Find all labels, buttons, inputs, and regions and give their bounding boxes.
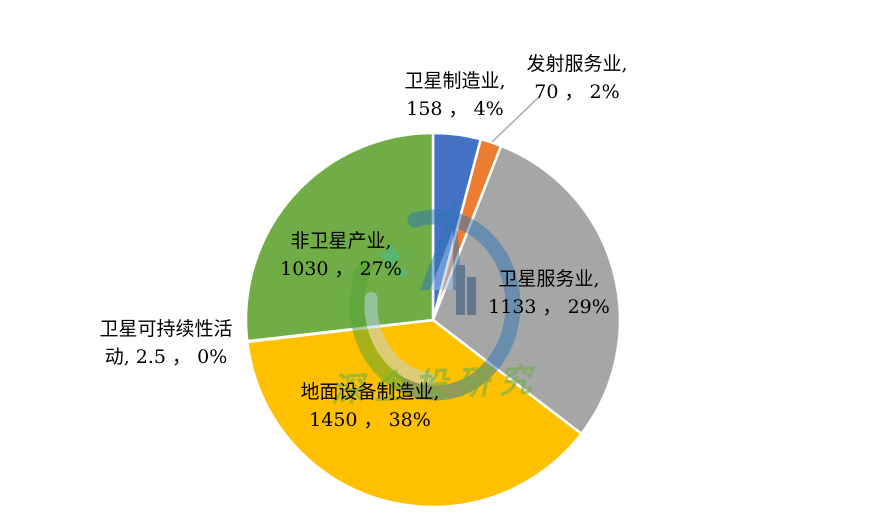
watermark-ring-blue-arc (388, 209, 521, 401)
slice-label-ground-equipment: 地面设备制造业, 1450 ， 38% (300, 378, 439, 434)
slice-label-name: 发射服务业, (526, 53, 628, 75)
slice-label-sustainability: 卫星可持续性活 动, 2.5 ， 0% (99, 315, 232, 371)
watermark-logo (349, 200, 521, 401)
pie-slice-satellite-services (431, 144, 622, 436)
watermark-building-triangle-inner (430, 230, 453, 290)
slice-label-value: 1133 ， 29% (488, 296, 610, 318)
slice-label-name: 卫星制造业, (404, 70, 506, 92)
slice-label-name: 卫星可持续性活 (99, 318, 233, 340)
slice-label-value: 动, 2.5 ， 0% (104, 346, 228, 368)
slice-label-value: 70 ， 2% (534, 81, 620, 103)
slice-label-value: 158 ， 4% (406, 98, 504, 120)
slice-label-value: 1030 ， 27% (280, 258, 402, 280)
slice-label-name: 卫星服务业, (498, 268, 600, 290)
slice-label-non-satellite: 非卫星产业, 1030 ， 27% (280, 227, 402, 283)
pie-slice-ground-equipment (246, 318, 583, 509)
pie-slices (244, 131, 622, 509)
slice-label-name: 非卫星产业, (290, 230, 392, 252)
slice-label-launch-services: 发射服务业, 70 ， 2% (526, 50, 627, 106)
watermark-building-bar-1 (456, 265, 465, 315)
watermark-sparkle-small (396, 266, 410, 280)
watermark-sparkle-large (377, 242, 405, 270)
slice-label-value: 1450 ， 38% (309, 409, 431, 431)
pie-slice-non-satellite (244, 131, 435, 343)
slice-label-satellite-services: 卫星服务业, 1133 ， 29% (488, 265, 610, 321)
watermark-ring-light-arc (364, 292, 436, 386)
slice-label-satellite-manufacturing: 卫星制造业, 158 ， 4% (404, 67, 505, 123)
slice-label-name: 地面设备制造业, (300, 381, 440, 403)
watermark-ring-green-arc (349, 260, 404, 389)
leader-line-launch-services (491, 94, 542, 143)
watermark-building-bar-2 (467, 277, 476, 315)
